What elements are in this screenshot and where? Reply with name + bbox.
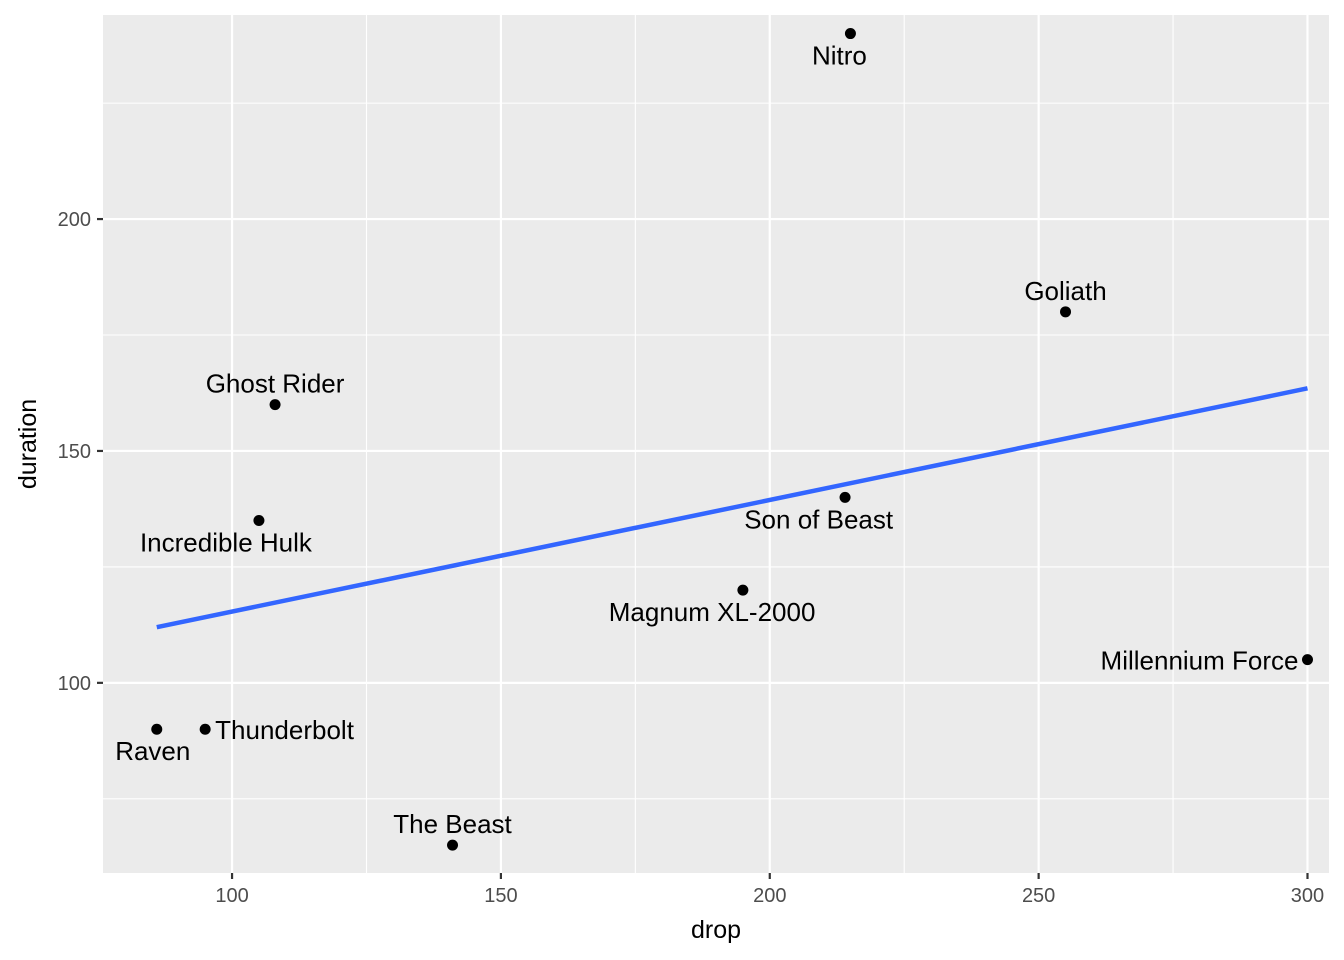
x-tick-label: 300 [1291, 885, 1324, 907]
data-point [1301, 654, 1313, 666]
point-label: Thunderbolt [215, 715, 355, 745]
data-points [151, 28, 1313, 851]
point-label: Magnum XL-2000 [609, 597, 816, 627]
plot-panel [103, 15, 1329, 873]
x-tick-label: 250 [1022, 885, 1055, 907]
y-tick-label: 200 [58, 209, 91, 231]
minor-gridlines [103, 15, 1329, 873]
y-tick-label: 100 [58, 673, 91, 695]
data-point [447, 839, 459, 851]
data-point [253, 515, 265, 527]
point-label: Goliath [1024, 276, 1106, 306]
x-tick-label: 200 [753, 885, 786, 907]
x-axis-title: drop [691, 916, 741, 944]
major-gridlines [103, 15, 1329, 873]
trend-line-group [156, 386, 1308, 630]
x-tick-label: 100 [215, 885, 248, 907]
axes: 100 150 200 250 300 100 150 200 [58, 209, 1325, 907]
x-tick-label: 150 [484, 885, 517, 907]
data-point [199, 723, 211, 735]
point-label: The Beast [393, 809, 512, 839]
point-labels: Nitro Goliath Ghost Rider Son of Beast Incre… [115, 41, 1298, 840]
data-point [844, 28, 856, 40]
data-point [269, 399, 281, 411]
point-label: Incredible Hulk [140, 528, 313, 558]
point-label: Millennium Force [1101, 646, 1299, 676]
data-point [151, 723, 163, 735]
data-point [839, 491, 851, 503]
data-point [737, 584, 749, 596]
point-label: Ghost Rider [206, 369, 345, 399]
trend-line [156, 386, 1308, 630]
y-tick-label: 150 [58, 441, 91, 463]
point-label: Son of Beast [744, 504, 894, 534]
point-label: Raven [115, 736, 190, 766]
data-point [1060, 306, 1072, 318]
y-axis-title: duration [14, 399, 42, 489]
point-label: Nitro [812, 41, 867, 71]
